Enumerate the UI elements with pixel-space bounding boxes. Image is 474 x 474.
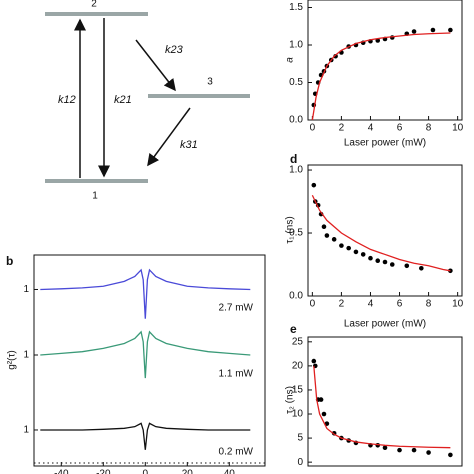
x-tick-label: 0	[310, 123, 316, 134]
x-tick-label: 4	[368, 299, 374, 310]
plot-frame	[307, 164, 463, 297]
point	[321, 411, 327, 417]
y-tick-label: 0.0	[289, 115, 303, 126]
point	[430, 27, 436, 33]
point	[382, 259, 388, 265]
point	[318, 397, 324, 402]
rate-label: k12	[58, 94, 76, 106]
y-tick-label: 25	[292, 336, 304, 347]
point	[339, 243, 344, 248]
point	[382, 445, 388, 451]
point	[411, 29, 417, 34]
panel-label: b	[6, 254, 13, 268]
level-label: 2	[91, 0, 97, 10]
point	[368, 255, 373, 261]
y-tick-label: 1.0	[289, 165, 303, 176]
x-tick-label: 8	[426, 123, 432, 134]
x-tick-label: 2	[339, 299, 345, 310]
y-axis-label: τ₂ (ns)	[285, 386, 296, 414]
y-tick-label: 1	[23, 284, 29, 295]
y-tick-label: 0	[297, 457, 303, 468]
point	[448, 268, 453, 274]
panel-frame	[33, 254, 266, 467]
y-tick-label: 0.5	[289, 228, 303, 239]
point	[353, 249, 359, 255]
trace	[40, 330, 251, 379]
x-tick-label: 40	[224, 469, 236, 474]
y-tick-label: 1.5	[289, 2, 303, 13]
point	[375, 258, 381, 264]
y-tick-label: 0.0	[289, 291, 303, 302]
x-tick-label: 20	[182, 469, 194, 474]
fit-line	[311, 32, 451, 121]
fit-line	[313, 365, 451, 449]
annotation: 2.7 mW	[219, 303, 254, 314]
y-tick-label: 1	[23, 425, 29, 436]
point	[411, 447, 417, 453]
point	[389, 262, 395, 267]
point	[324, 233, 330, 238]
x-tick-label: 0	[310, 299, 316, 310]
point	[331, 237, 337, 242]
point	[311, 358, 317, 364]
y-tick-label: 5	[297, 433, 303, 444]
x-tick-label: -40	[54, 469, 69, 474]
x-tick-label: 8	[426, 299, 432, 310]
panel-label: e	[290, 322, 297, 336]
point	[333, 53, 338, 59]
trace	[40, 268, 251, 319]
y-tick-label: 15	[292, 385, 304, 396]
x-tick-label: 10	[452, 299, 464, 310]
arrow	[147, 107, 191, 167]
point	[448, 27, 453, 33]
x-tick-label: 0	[143, 469, 149, 474]
x-tick-label: 2	[339, 123, 345, 134]
fit-line	[311, 194, 451, 272]
rate-label: k23	[165, 44, 184, 56]
y-axis-label: g²(τ)	[7, 350, 18, 370]
x-tick-label: 6	[397, 299, 403, 310]
x-axis-label: Laser power (mW)	[344, 319, 426, 330]
x-tick-label: 10	[452, 123, 464, 134]
x-tick-label: -20	[96, 469, 111, 474]
rate-label: k21	[114, 94, 132, 106]
y-tick-label: 1.0	[289, 40, 303, 51]
y-tick-label: 1	[23, 350, 29, 361]
point	[404, 263, 410, 269]
y-tick-label: 0.5	[289, 77, 303, 88]
energy-diagram: 2 3 1 k12 k21 k23 k31	[45, 0, 250, 202]
plot-frame	[307, 336, 463, 467]
point	[448, 452, 453, 458]
annotation: 0.2 mW	[219, 447, 254, 458]
point	[311, 182, 317, 188]
trace	[40, 422, 251, 450]
point	[419, 265, 424, 271]
annotation: 1.1 mW	[219, 369, 254, 380]
y-tick-label: 10	[292, 409, 304, 420]
y-axis-label: a	[285, 57, 296, 63]
rate-label: k31	[180, 139, 198, 151]
x-tick-label: 4	[368, 123, 374, 134]
arrow	[135, 39, 176, 92]
x-axis-label: Laser power (mW)	[344, 138, 426, 149]
x-tick-label: 6	[397, 123, 403, 134]
panel-label: d	[290, 152, 297, 166]
point	[426, 450, 431, 455]
point	[346, 245, 351, 251]
point	[397, 447, 402, 453]
level-label: 1	[92, 191, 98, 202]
point	[321, 224, 327, 230]
point	[360, 252, 366, 257]
y-tick-label: 20	[292, 361, 304, 372]
level-label: 3	[207, 77, 213, 88]
plot-frame	[307, 0, 463, 121]
y-axis-label: τ₁ (ns)	[285, 216, 296, 243]
